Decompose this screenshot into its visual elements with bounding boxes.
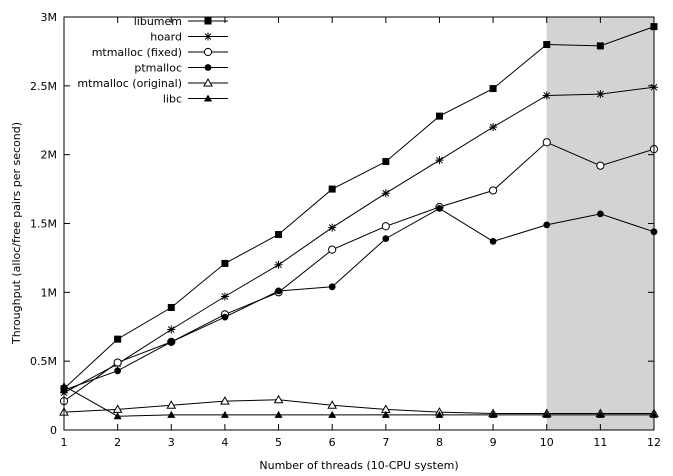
x-tick-label: 1	[61, 436, 68, 449]
legend-marker	[203, 47, 213, 57]
y-tick-label: 2M	[41, 149, 58, 162]
data-point	[381, 410, 390, 418]
data-point	[543, 221, 551, 229]
data-point	[381, 189, 390, 198]
legend-item: mtmalloc (fixed)	[92, 46, 228, 59]
series-line	[63, 385, 654, 417]
x-tick-label: 6	[329, 436, 336, 449]
x-tick-label: 8	[436, 436, 443, 449]
data-point	[542, 410, 551, 418]
x-tick-label: 9	[490, 436, 497, 449]
data-point	[275, 231, 283, 239]
x-tick-label: 7	[382, 436, 389, 449]
data-point	[328, 245, 337, 254]
data-point	[114, 367, 122, 375]
data-point	[167, 410, 176, 418]
x-tick-label: 3	[168, 436, 175, 449]
data-point	[436, 204, 443, 212]
data-point	[542, 138, 551, 147]
data-point	[488, 186, 498, 195]
data-point	[221, 313, 229, 321]
data-point	[596, 42, 604, 50]
legend-item: libc	[163, 93, 228, 106]
data-point	[221, 259, 229, 267]
x-tick-label: 12	[647, 436, 661, 449]
y-tick-label: 2.5M	[30, 80, 57, 93]
data-point	[220, 292, 229, 301]
data-point	[328, 283, 336, 291]
data-point	[327, 400, 338, 409]
data-point	[167, 325, 176, 334]
legend-marker	[203, 77, 213, 87]
data-point	[113, 412, 122, 420]
x-tick-label: 5	[275, 436, 282, 449]
data-point	[328, 410, 337, 418]
data-point	[596, 90, 605, 99]
y-tick-label: 3M	[41, 11, 58, 24]
data-point	[273, 394, 284, 404]
data-point	[435, 156, 444, 165]
legend-label: mtmalloc (original)	[77, 77, 182, 90]
y-tick-label: 0	[50, 424, 57, 437]
legend-item: mtmalloc (original)	[77, 77, 228, 90]
data-point	[435, 112, 443, 120]
data-point	[489, 123, 498, 132]
data-point	[489, 85, 497, 93]
legend-marker	[204, 32, 212, 41]
legend-label: ptmalloc	[134, 62, 182, 75]
y-tick-label: 0.5M	[30, 355, 57, 368]
series-libc	[60, 381, 658, 420]
data-point	[328, 185, 336, 193]
data-point	[382, 235, 390, 243]
series-line	[63, 86, 655, 394]
data-point	[274, 260, 283, 269]
legend-label: libc	[163, 93, 182, 106]
data-point	[596, 210, 604, 218]
legend-label: libumem	[134, 15, 182, 28]
legend-marker	[204, 94, 212, 102]
data-point	[166, 400, 177, 409]
data-point	[382, 158, 390, 166]
x-tick-label: 2	[114, 436, 121, 449]
series-line	[63, 207, 655, 391]
x-axis-title: Number of threads (10-CPU system)	[259, 459, 458, 472]
data-point	[167, 303, 175, 311]
data-point	[114, 335, 122, 343]
legend: libumem hoard mtmalloc (fixed) ptmalloc mtma…	[77, 15, 228, 106]
x-tick-label: 10	[540, 436, 554, 449]
y-axis-title: Throughput (alloc/free pairs per second)	[10, 122, 23, 345]
legend-marker	[204, 17, 212, 25]
data-point	[381, 222, 390, 231]
shaded-region	[546, 17, 654, 430]
data-point	[596, 410, 605, 418]
data-point	[596, 161, 605, 170]
data-point	[113, 358, 122, 367]
data-point	[167, 338, 175, 346]
data-point	[489, 410, 498, 418]
data-point	[274, 410, 283, 418]
x-tick-label: 4	[221, 436, 228, 449]
data-point	[220, 410, 229, 418]
x-tick-label: 11	[593, 436, 607, 449]
legend-item: hoard	[150, 31, 228, 44]
y-tick-label: 1.5M	[30, 218, 57, 231]
legend-item: ptmalloc	[134, 62, 228, 75]
legend-label: mtmalloc (fixed)	[92, 46, 182, 59]
data-point	[435, 410, 444, 418]
series-line	[63, 141, 655, 402]
data-point	[220, 396, 230, 405]
legend-label: hoard	[150, 31, 182, 44]
data-point	[543, 41, 551, 49]
data-point	[542, 91, 551, 100]
data-point	[489, 237, 497, 245]
series-line	[63, 26, 655, 390]
legend-item: libumem	[134, 15, 228, 28]
data-point	[275, 287, 282, 295]
y-tick-label: 1M	[41, 286, 58, 299]
legend-marker	[204, 64, 212, 71]
series-line	[63, 399, 654, 414]
data-point	[328, 223, 337, 232]
